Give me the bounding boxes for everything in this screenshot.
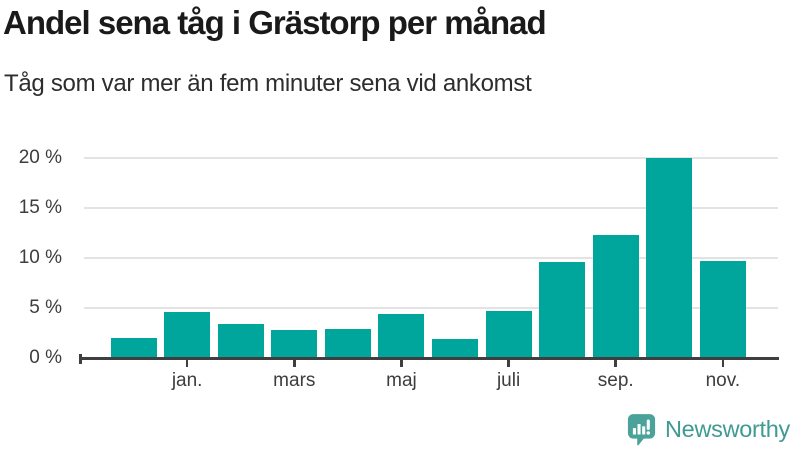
y-axis-label-15: 15 % xyxy=(18,197,62,218)
newsworthy-logo-icon xyxy=(627,414,656,446)
bar-jan xyxy=(164,312,211,358)
bar-juni xyxy=(432,339,479,358)
newsworthy-brand-text: Newsworthy xyxy=(665,416,790,442)
y-axis-label-5: 5 % xyxy=(29,297,62,318)
bar-okt xyxy=(646,158,693,358)
y-axis-label-20: 20 % xyxy=(18,147,62,168)
bar-dec xyxy=(110,338,157,358)
x-tick-maj xyxy=(400,360,403,367)
bar-nov xyxy=(699,261,746,358)
bar-sep xyxy=(592,235,639,358)
bar-maj xyxy=(378,314,425,358)
x-axis-label-nov: nov. xyxy=(705,370,741,391)
x-tick-mars xyxy=(293,360,296,367)
gridline-10 xyxy=(84,257,778,259)
bar-mars xyxy=(271,330,318,358)
bar-aug xyxy=(539,262,586,358)
axis-start-tick xyxy=(79,354,82,364)
bar-juli xyxy=(485,311,532,358)
newsworthy-branding[interactable]: Newsworthy xyxy=(627,413,790,446)
x-tick-sep xyxy=(614,360,617,367)
gridline-15 xyxy=(84,207,778,209)
x-tick-juli xyxy=(507,360,510,367)
gridline-20 xyxy=(84,157,778,159)
x-axis-label-jan: jan. xyxy=(171,370,203,391)
y-axis-label-0: 0 % xyxy=(29,347,62,368)
x-axis-label-maj: maj xyxy=(386,370,417,391)
x-axis-label-juli: juli xyxy=(496,370,521,391)
chart-title: Andel sena tåg i Grästorp per månad xyxy=(3,4,547,41)
y-axis-label-10: 10 % xyxy=(18,247,62,268)
x-tick-jan xyxy=(185,360,189,367)
bar-apr xyxy=(324,329,371,358)
x-axis-label-mars: mars xyxy=(273,370,316,391)
gridline-5 xyxy=(84,307,778,309)
x-axis-line xyxy=(79,357,779,360)
bar-feb xyxy=(217,324,264,358)
chart-subtitle: Tåg som var mer än fem minuter sena vid … xyxy=(4,70,532,97)
x-tick-nov xyxy=(721,360,725,367)
x-axis-label-sep: sep. xyxy=(597,370,634,391)
